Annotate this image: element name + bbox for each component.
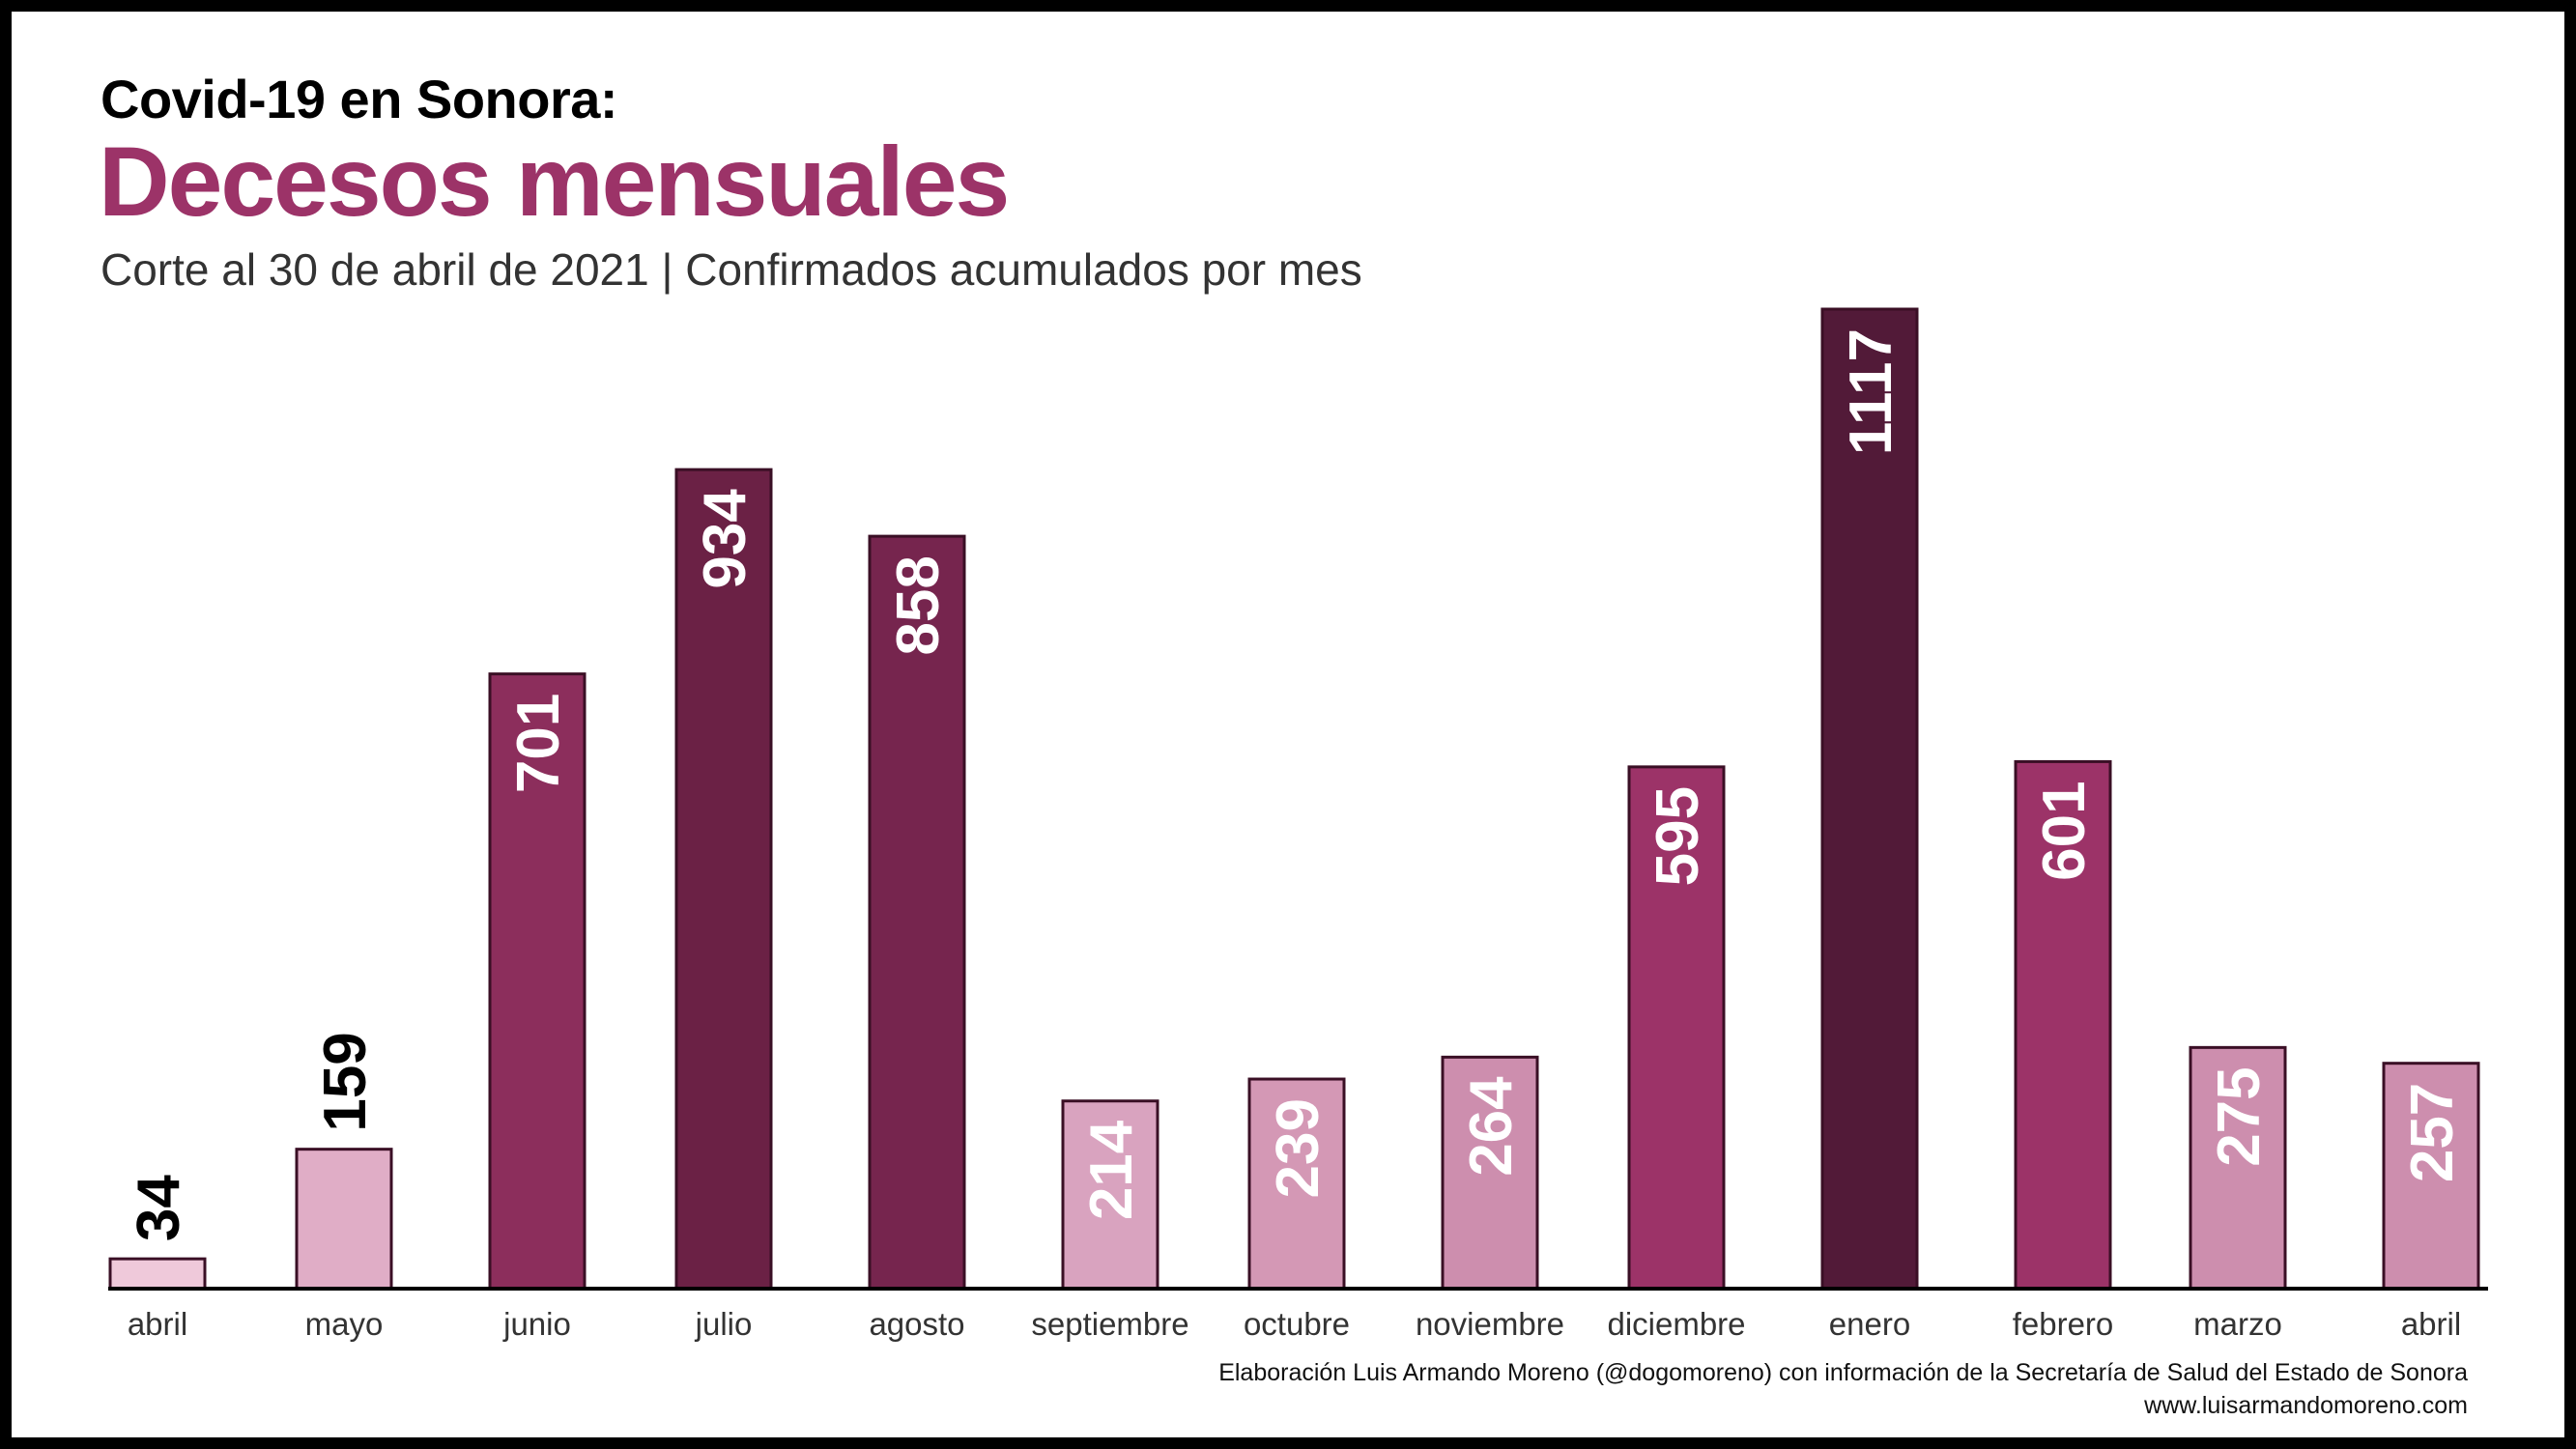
data-label-10: 1117 xyxy=(1838,328,1904,455)
x-tick-label-6: septiembre xyxy=(1031,1306,1188,1342)
data-label-11: 601 xyxy=(2031,781,2098,880)
bar-4 xyxy=(674,468,773,1291)
x-tick-label-4: julio xyxy=(695,1306,753,1342)
chart-canvas: Covid-19 en Sonora: Decesos mensuales Co… xyxy=(12,12,2564,1437)
x-tick-label-10: enero xyxy=(1829,1306,1910,1342)
x-tick-label-3: junio xyxy=(502,1306,571,1342)
x-tick-label-7: octubre xyxy=(1244,1306,1350,1342)
data-label-13: 257 xyxy=(2399,1083,2466,1182)
data-label-7: 239 xyxy=(1265,1098,1331,1198)
bar-1 xyxy=(108,1257,207,1291)
bar-12 xyxy=(2189,1045,2287,1291)
bar-3 xyxy=(488,672,587,1291)
data-label-2: 159 xyxy=(312,1032,379,1131)
bar-chart: 34 abril 159 mayo 701 junio 934 julio 858 agosto 2… xyxy=(108,307,2488,1342)
bar-2 xyxy=(295,1148,393,1291)
x-tick-label-1: abril xyxy=(128,1306,187,1342)
x-tick-label-11: febrero xyxy=(2013,1306,2114,1342)
x-tick-label-8: noviembre xyxy=(1416,1306,1564,1342)
x-tick-label-2: mayo xyxy=(305,1306,384,1342)
x-tick-label-13: abril xyxy=(2401,1306,2461,1342)
chart-subtitle: Corte al 30 de abril de 2021 | Confirmad… xyxy=(100,244,1362,295)
credits-website: www.luisarmandomoreno.com xyxy=(2144,1392,2468,1419)
credits: Elaboración Luis Armando Moreno (@dogomo… xyxy=(1218,1356,2468,1422)
data-label-9: 595 xyxy=(1645,786,1711,886)
data-label-5: 858 xyxy=(885,555,952,655)
bar-13 xyxy=(2382,1062,2480,1291)
data-label-3: 701 xyxy=(505,694,572,793)
chart-title: Decesos mensuales xyxy=(99,127,1010,237)
data-label-1: 34 xyxy=(126,1175,192,1241)
bar-9 xyxy=(1627,765,1726,1291)
data-label-12: 275 xyxy=(2206,1066,2273,1166)
x-tick-label-12: marzo xyxy=(2193,1306,2282,1342)
chart-supertitle: Covid-19 en Sonora: xyxy=(100,69,618,129)
bar-11 xyxy=(2014,759,2112,1291)
bar-10 xyxy=(1820,307,1919,1291)
x-tick-label-5: agosto xyxy=(869,1306,964,1342)
credits-author: Elaboración Luis Armando Moreno (@dogomo… xyxy=(1218,1359,2468,1386)
data-label-6: 214 xyxy=(1078,1120,1145,1220)
x-tick-label-9: diciembre xyxy=(1607,1306,1745,1342)
data-label-8: 264 xyxy=(1458,1076,1525,1177)
data-label-4: 934 xyxy=(692,489,758,589)
